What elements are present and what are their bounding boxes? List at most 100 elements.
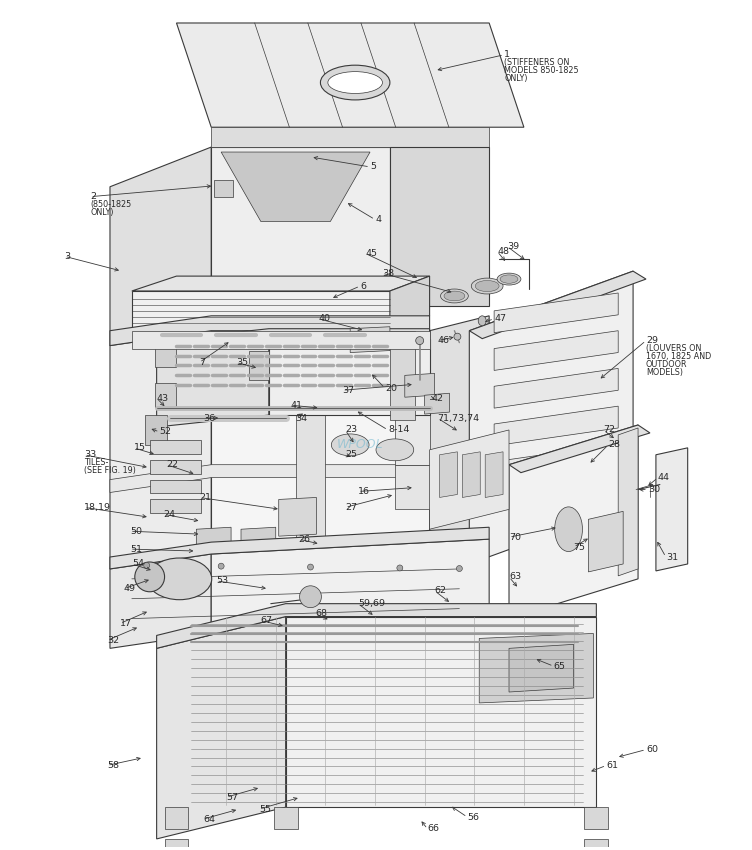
Polygon shape (494, 331, 618, 371)
Text: 36: 36 (203, 414, 215, 422)
Polygon shape (110, 331, 211, 569)
Text: 18,19: 18,19 (84, 503, 111, 512)
Ellipse shape (475, 280, 499, 292)
Text: 53: 53 (216, 576, 229, 586)
Polygon shape (395, 465, 429, 509)
Text: 5: 5 (370, 162, 376, 172)
Text: 40: 40 (318, 314, 330, 323)
Polygon shape (132, 291, 390, 331)
Text: 66: 66 (428, 824, 440, 834)
Polygon shape (469, 271, 646, 338)
Text: 75: 75 (574, 542, 586, 552)
Text: 1670, 1825 AND: 1670, 1825 AND (646, 352, 711, 361)
Text: 31: 31 (666, 552, 678, 562)
Text: ONLY): ONLY) (90, 208, 114, 217)
Text: 6: 6 (360, 281, 366, 291)
Text: 57: 57 (226, 793, 238, 802)
Text: 26: 26 (299, 535, 311, 544)
Text: 42: 42 (432, 394, 444, 403)
Text: OUTDOOR: OUTDOOR (646, 360, 687, 369)
Ellipse shape (218, 564, 224, 570)
Polygon shape (395, 331, 429, 465)
Polygon shape (211, 128, 489, 147)
Text: 34: 34 (296, 414, 308, 422)
Text: 71,73,74: 71,73,74 (438, 414, 480, 422)
Text: 1: 1 (504, 50, 510, 60)
Polygon shape (656, 448, 687, 571)
Text: 61: 61 (606, 761, 618, 770)
Polygon shape (156, 329, 429, 350)
Text: 22: 22 (166, 460, 178, 469)
Polygon shape (196, 527, 231, 556)
Polygon shape (165, 839, 189, 850)
Text: 52: 52 (159, 428, 171, 436)
Polygon shape (110, 527, 489, 569)
Text: 60: 60 (646, 745, 658, 754)
Text: 64: 64 (203, 814, 215, 824)
Text: 56: 56 (467, 813, 479, 822)
Text: 44: 44 (658, 473, 670, 482)
Polygon shape (110, 316, 429, 346)
Text: 68: 68 (315, 609, 327, 618)
Polygon shape (132, 276, 429, 291)
Text: 2: 2 (90, 192, 96, 201)
Ellipse shape (147, 558, 212, 600)
Text: (LOUVERS ON: (LOUVERS ON (646, 344, 702, 353)
Polygon shape (150, 479, 202, 494)
Polygon shape (144, 415, 166, 445)
Text: 58: 58 (107, 761, 119, 770)
Polygon shape (110, 465, 429, 492)
Ellipse shape (478, 316, 487, 326)
Text: (STIFFENERS ON: (STIFFENERS ON (504, 58, 569, 67)
Text: 39: 39 (507, 242, 519, 251)
Text: 63: 63 (509, 572, 521, 581)
Polygon shape (214, 180, 233, 196)
Polygon shape (494, 444, 618, 484)
Text: 47: 47 (494, 314, 506, 323)
Polygon shape (181, 547, 296, 610)
Polygon shape (494, 368, 618, 408)
Text: 29: 29 (646, 336, 658, 345)
Text: 46: 46 (438, 336, 450, 345)
Text: 17: 17 (120, 619, 132, 628)
Polygon shape (439, 452, 457, 497)
Polygon shape (425, 394, 450, 414)
Text: 67: 67 (261, 616, 273, 625)
Polygon shape (509, 425, 638, 619)
Polygon shape (485, 452, 503, 497)
Polygon shape (150, 460, 202, 473)
Polygon shape (390, 331, 414, 420)
Text: 32: 32 (107, 636, 119, 645)
Text: MODELS 850-1825: MODELS 850-1825 (504, 66, 579, 75)
Text: 16: 16 (358, 487, 370, 496)
Text: 3: 3 (65, 252, 71, 261)
Text: 25: 25 (345, 450, 357, 459)
Text: 70: 70 (509, 533, 521, 541)
Ellipse shape (376, 439, 414, 461)
Polygon shape (296, 331, 326, 554)
Ellipse shape (472, 278, 503, 294)
Ellipse shape (555, 507, 583, 552)
Ellipse shape (500, 275, 518, 283)
Polygon shape (405, 373, 435, 397)
Ellipse shape (456, 565, 462, 571)
Text: WPOOL: WPOOL (337, 439, 384, 451)
Polygon shape (469, 271, 633, 564)
Text: 4: 4 (375, 215, 381, 224)
Text: 8-14: 8-14 (388, 426, 409, 434)
Polygon shape (584, 808, 608, 829)
Ellipse shape (144, 563, 150, 569)
Polygon shape (156, 616, 286, 839)
Polygon shape (150, 500, 202, 513)
Polygon shape (509, 425, 650, 473)
Polygon shape (429, 316, 489, 554)
Polygon shape (177, 23, 524, 128)
Text: 55: 55 (259, 805, 271, 813)
Polygon shape (150, 440, 202, 454)
Text: 50: 50 (130, 527, 142, 536)
Polygon shape (211, 331, 429, 554)
Text: 49: 49 (124, 584, 136, 593)
Polygon shape (479, 633, 593, 703)
Text: 45: 45 (365, 249, 377, 258)
Text: 28: 28 (608, 440, 620, 450)
